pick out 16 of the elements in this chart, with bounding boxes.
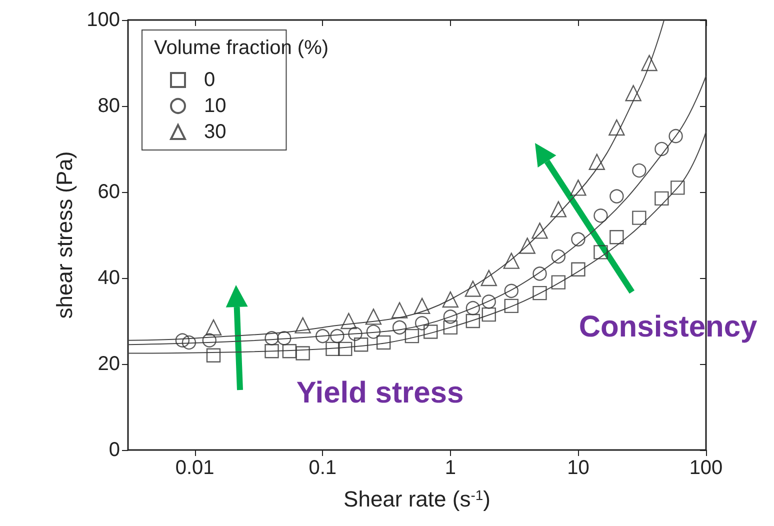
- y-tick-label: 60: [98, 181, 120, 203]
- y-axis-title: shear stress (Pa): [52, 151, 78, 319]
- y-tick-label: 0: [108, 439, 120, 461]
- x-tick-label: 0.1: [308, 457, 337, 479]
- y-tick-label: 80: [98, 95, 120, 117]
- x-tick-label: 1: [444, 457, 456, 479]
- y-tick-label: 40: [98, 267, 120, 289]
- x-tick-label: 100: [689, 457, 723, 479]
- y-tick-label: 100: [86, 9, 120, 31]
- legend-label: 0: [204, 69, 216, 91]
- x-tick-label: 0.01: [175, 457, 214, 479]
- legend-label: 10: [204, 95, 226, 117]
- legend-label: 30: [204, 121, 226, 143]
- y-tick-label: 20: [98, 353, 120, 375]
- annotation: Yield stress: [296, 376, 464, 410]
- x-tick-label: 10: [567, 457, 590, 479]
